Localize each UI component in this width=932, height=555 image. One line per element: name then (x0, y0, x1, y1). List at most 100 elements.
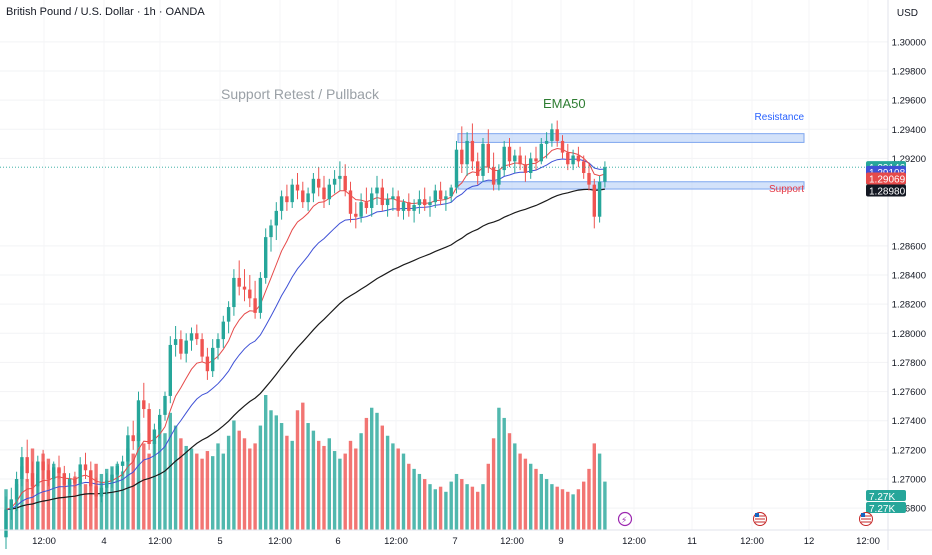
candle-body[interactable] (52, 467, 56, 479)
candle-body[interactable] (83, 464, 88, 471)
candle-body[interactable] (279, 196, 284, 211)
candle-body[interactable] (189, 333, 194, 341)
candle-body[interactable] (338, 175, 342, 179)
candle-body[interactable] (46, 470, 51, 479)
candle-body[interactable] (163, 395, 167, 415)
candle-body[interactable] (78, 464, 82, 484)
candle-body[interactable] (438, 190, 443, 200)
lightning-icon[interactable] (617, 511, 633, 527)
candle-body[interactable] (412, 205, 416, 211)
candle-body[interactable] (237, 277, 241, 287)
candle-body[interactable] (147, 409, 151, 445)
candle-body[interactable] (30, 473, 35, 487)
candle-body[interactable] (62, 473, 66, 485)
candle-body[interactable] (99, 487, 104, 497)
candle-body[interactable] (258, 277, 263, 313)
candle-body[interactable] (502, 146, 506, 171)
candle-body[interactable] (396, 196, 400, 211)
candle-body[interactable] (226, 307, 231, 322)
ema50-label[interactable]: EMA50 (543, 96, 586, 111)
candle-body[interactable] (94, 486, 98, 497)
candle-body[interactable] (41, 461, 45, 471)
candle-body[interactable] (36, 461, 40, 487)
candle-body[interactable] (158, 414, 162, 430)
candle-body[interactable] (370, 193, 374, 208)
candle-body[interactable] (343, 175, 347, 191)
candle-body[interactable] (597, 181, 602, 217)
candle-body[interactable] (592, 184, 596, 217)
idea-title-text[interactable]: Support Retest / Pullback (221, 86, 380, 102)
candle-body[interactable] (200, 339, 204, 357)
candle-body[interactable] (264, 237, 268, 278)
candle-body[interactable] (290, 184, 294, 203)
candle-body[interactable] (380, 187, 384, 206)
candle-body[interactable] (582, 161, 586, 173)
candle-body[interactable] (242, 286, 247, 290)
candle-body[interactable] (571, 155, 575, 165)
candle-body[interactable] (115, 465, 119, 475)
candle-body[interactable] (391, 196, 395, 200)
resistance-label[interactable]: Resistance (755, 112, 805, 123)
candle-body[interactable] (131, 435, 135, 442)
candle-body[interactable] (89, 470, 93, 487)
candle-body[interactable] (486, 143, 490, 168)
candle-body[interactable] (25, 457, 29, 474)
resistance-zone[interactable] (457, 133, 805, 143)
candle-body[interactable] (184, 340, 188, 354)
support-label[interactable]: Support (769, 184, 804, 195)
candle-body[interactable] (460, 149, 464, 165)
candle-body[interactable] (359, 202, 363, 217)
candle-body[interactable] (126, 435, 130, 462)
candle-body[interactable] (4, 509, 8, 538)
candle-body[interactable] (20, 457, 24, 479)
candle-body[interactable] (507, 146, 512, 162)
candle-body[interactable] (481, 143, 485, 176)
symbol-title[interactable]: British Pound / U.S. Dollar · 1h · OANDA (6, 6, 205, 18)
candle-body[interactable] (555, 129, 559, 141)
candle-body[interactable] (216, 339, 220, 348)
candle-body[interactable] (428, 202, 432, 206)
candle-body[interactable] (348, 190, 353, 214)
candle-body[interactable] (539, 143, 543, 162)
candle-body[interactable] (14, 479, 19, 500)
candle-body[interactable] (529, 158, 533, 173)
candle-body[interactable] (534, 158, 538, 162)
candle-body[interactable] (269, 225, 273, 238)
candle-body[interactable] (417, 199, 422, 206)
candle-body[interactable] (518, 155, 522, 165)
candle-body[interactable] (375, 187, 379, 194)
candle-body[interactable] (433, 190, 437, 203)
candle-body[interactable] (491, 167, 496, 185)
candle-body[interactable] (306, 193, 310, 203)
candle-body[interactable] (73, 479, 77, 484)
candle-body[interactable] (603, 167, 607, 182)
candle-body[interactable] (576, 155, 581, 162)
candle-body[interactable] (560, 140, 565, 153)
candle-body[interactable] (544, 140, 549, 144)
candle-body[interactable] (195, 333, 199, 340)
candle-body[interactable] (385, 199, 390, 206)
candle-body[interactable] (317, 178, 321, 188)
candle-body[interactable] (142, 400, 146, 410)
candle-body[interactable] (470, 140, 475, 162)
candle-body[interactable] (221, 321, 225, 340)
candle-body[interactable] (364, 202, 369, 208)
candle-body[interactable] (497, 170, 501, 185)
candle-body[interactable] (110, 474, 114, 481)
candle-body[interactable] (327, 184, 331, 200)
candle-body[interactable] (120, 461, 125, 466)
candle-body[interactable] (152, 429, 157, 445)
candle-body[interactable] (301, 190, 305, 203)
candle-body[interactable] (449, 187, 453, 197)
candle-body[interactable] (248, 289, 252, 299)
candle-body[interactable] (311, 178, 316, 194)
candle-body[interactable] (465, 140, 469, 165)
candle-body[interactable] (454, 149, 459, 188)
candle-body[interactable] (523, 164, 528, 173)
candle-body[interactable] (211, 347, 215, 372)
candle-body[interactable] (205, 356, 210, 372)
candle-body[interactable] (295, 184, 300, 191)
currency-label[interactable]: USD (896, 8, 918, 19)
